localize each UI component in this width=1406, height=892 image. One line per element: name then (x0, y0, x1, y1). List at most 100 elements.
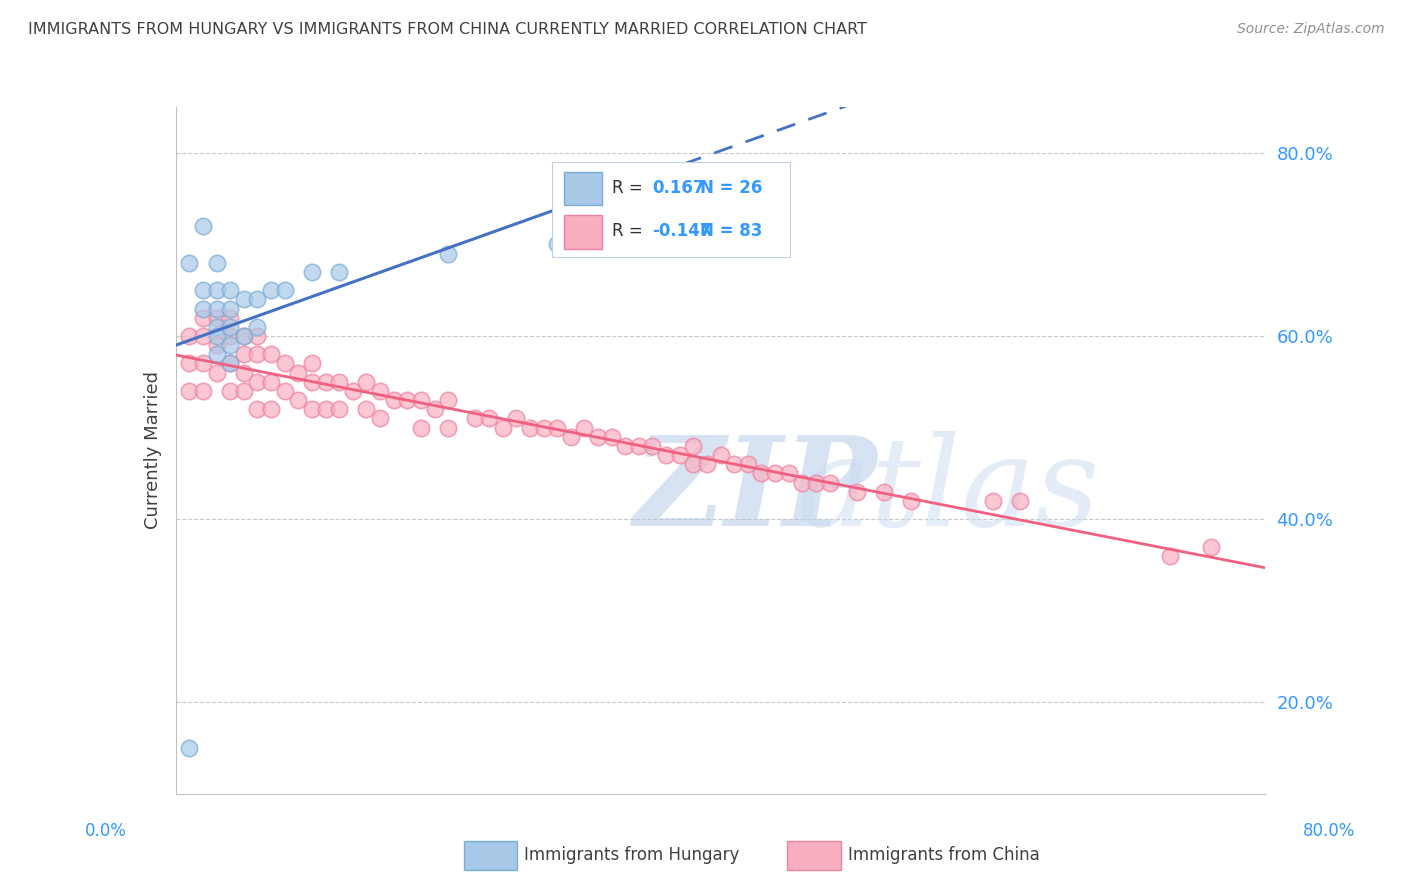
Point (260, 402, 283, 417)
Point (778, 467, 800, 481)
Text: -0.147: -0.147 (652, 222, 711, 240)
Point (191, 219, 214, 233)
Point (792, 475, 814, 490)
Point (205, 256, 228, 270)
Point (287, 366, 309, 380)
Text: ZIP: ZIP (633, 431, 877, 552)
Point (219, 384, 242, 398)
Point (437, 393, 460, 408)
Point (1010, 493, 1032, 508)
Point (301, 402, 323, 417)
Point (533, 420, 555, 434)
Point (219, 338, 242, 352)
Point (586, 430, 609, 444)
Point (205, 366, 228, 380)
Point (614, 439, 637, 453)
Point (342, 384, 364, 398)
Point (655, 448, 678, 462)
Point (1199, 540, 1222, 554)
Bar (564, 215, 602, 249)
Point (191, 283, 214, 297)
Point (191, 356, 214, 370)
Point (328, 265, 350, 279)
Bar (564, 171, 602, 205)
Point (492, 420, 515, 434)
Point (356, 402, 378, 417)
Point (205, 347, 228, 361)
Point (437, 246, 460, 260)
Point (232, 366, 254, 380)
Point (682, 439, 704, 453)
Point (232, 329, 254, 343)
Text: R =: R = (612, 179, 648, 197)
Text: IMMIGRANTS FROM HUNGARY VS IMMIGRANTS FROM CHINA CURRENTLY MARRIED CORRELATION C: IMMIGRANTS FROM HUNGARY VS IMMIGRANTS FR… (28, 22, 868, 37)
Point (232, 329, 254, 343)
Point (818, 475, 841, 490)
Point (219, 283, 242, 297)
Point (519, 420, 541, 434)
Point (328, 402, 350, 417)
Point (382, 393, 405, 408)
Point (232, 384, 254, 398)
Point (246, 375, 269, 389)
Point (546, 237, 568, 252)
Point (205, 338, 228, 352)
Point (409, 420, 432, 434)
Point (205, 319, 228, 334)
Point (274, 283, 297, 297)
Point (301, 375, 323, 389)
Point (246, 402, 269, 417)
Point (246, 347, 269, 361)
Point (505, 411, 527, 425)
Point (723, 457, 745, 471)
FancyBboxPatch shape (551, 162, 792, 258)
Point (546, 420, 568, 434)
Point (219, 356, 242, 370)
Point (179, 256, 201, 270)
Text: Source: ZipAtlas.com: Source: ZipAtlas.com (1237, 22, 1385, 37)
Point (396, 393, 419, 408)
Point (219, 301, 242, 316)
Point (205, 329, 228, 343)
Point (301, 265, 323, 279)
Point (301, 356, 323, 370)
Text: 80.0%: 80.0% (1302, 822, 1355, 840)
Point (315, 375, 337, 389)
Point (260, 375, 283, 389)
Point (900, 493, 922, 508)
Point (191, 384, 214, 398)
Point (246, 319, 269, 334)
Text: R =: R = (612, 222, 648, 240)
Text: N = 83: N = 83 (700, 222, 762, 240)
Point (641, 439, 664, 453)
Point (179, 329, 201, 343)
Y-axis label: Currently Married: Currently Married (143, 371, 162, 530)
Point (179, 741, 201, 756)
Point (260, 283, 283, 297)
Point (560, 430, 582, 444)
Text: Immigrants from Hungary: Immigrants from Hungary (524, 847, 740, 864)
Point (981, 493, 1004, 508)
Point (232, 293, 254, 307)
Text: atlas: atlas (797, 431, 1101, 552)
Point (464, 411, 486, 425)
Point (232, 347, 254, 361)
Point (219, 329, 242, 343)
Point (737, 457, 759, 471)
Point (804, 475, 827, 490)
Point (368, 384, 391, 398)
Point (873, 484, 896, 499)
Point (668, 448, 690, 462)
Point (845, 484, 868, 499)
Point (437, 420, 460, 434)
Point (356, 375, 378, 389)
Point (219, 356, 242, 370)
Text: Immigrants from China: Immigrants from China (848, 847, 1039, 864)
Point (751, 467, 773, 481)
Point (191, 310, 214, 325)
Point (1159, 549, 1181, 563)
Point (246, 293, 269, 307)
Point (287, 393, 309, 408)
Point (368, 411, 391, 425)
Point (627, 439, 650, 453)
